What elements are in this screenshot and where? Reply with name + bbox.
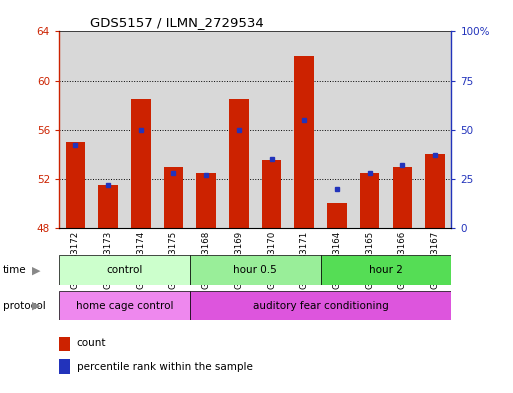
Bar bbox=[255, 31, 288, 228]
Bar bbox=[59, 360, 70, 373]
Bar bbox=[223, 31, 255, 228]
Bar bbox=[419, 31, 451, 228]
Text: percentile rank within the sample: percentile rank within the sample bbox=[76, 362, 252, 371]
Text: home cage control: home cage control bbox=[75, 301, 173, 310]
Bar bbox=[353, 31, 386, 228]
Bar bbox=[294, 56, 314, 228]
Bar bbox=[360, 173, 380, 228]
Bar bbox=[59, 31, 92, 228]
Bar bbox=[321, 31, 353, 228]
Bar bbox=[425, 154, 445, 228]
Text: count: count bbox=[76, 338, 106, 349]
Text: ▶: ▶ bbox=[32, 301, 41, 310]
Bar bbox=[196, 173, 216, 228]
Bar bbox=[229, 99, 249, 228]
Bar bbox=[190, 31, 223, 228]
Bar bbox=[59, 291, 190, 320]
Text: control: control bbox=[106, 265, 143, 275]
Text: auditory fear conditioning: auditory fear conditioning bbox=[253, 301, 388, 310]
Bar bbox=[98, 185, 118, 228]
Text: ▶: ▶ bbox=[32, 265, 41, 275]
Text: GDS5157 / ILMN_2729534: GDS5157 / ILMN_2729534 bbox=[90, 16, 264, 29]
Bar bbox=[288, 31, 321, 228]
Text: time: time bbox=[3, 265, 26, 275]
Bar bbox=[386, 31, 419, 228]
Bar bbox=[262, 160, 281, 228]
Bar bbox=[190, 255, 321, 285]
Text: hour 2: hour 2 bbox=[369, 265, 403, 275]
Bar bbox=[321, 255, 451, 285]
Bar bbox=[66, 142, 85, 228]
Bar bbox=[59, 255, 190, 285]
Bar bbox=[392, 167, 412, 228]
Bar bbox=[124, 31, 157, 228]
Bar bbox=[59, 336, 70, 351]
Bar bbox=[327, 204, 347, 228]
Bar bbox=[131, 99, 150, 228]
Bar bbox=[92, 31, 124, 228]
Bar bbox=[190, 291, 451, 320]
Text: hour 0.5: hour 0.5 bbox=[233, 265, 277, 275]
Text: protocol: protocol bbox=[3, 301, 45, 310]
Bar bbox=[157, 31, 190, 228]
Bar bbox=[164, 167, 183, 228]
